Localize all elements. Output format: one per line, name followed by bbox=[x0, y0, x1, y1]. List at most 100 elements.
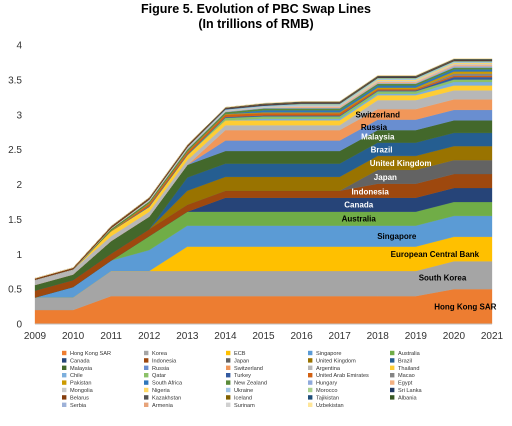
area-label-canada: Canada bbox=[344, 201, 373, 210]
area-labels-layer: Hong Kong SAR South Korea European Central… bbox=[342, 110, 497, 311]
legend-label-thailand: Thailand bbox=[398, 366, 419, 372]
x-tick-label: 2012 bbox=[138, 331, 161, 342]
legend-label-korea: Korea bbox=[152, 351, 168, 357]
legend-swatch-nigeria bbox=[144, 387, 149, 393]
legend-label-switzerland: Switzerland bbox=[234, 366, 263, 372]
legend-swatch-russia bbox=[144, 365, 149, 370]
y-tick-label: 3 bbox=[16, 110, 22, 121]
legend-label-indonesia: Indonesia bbox=[152, 358, 177, 364]
legend-swatch-ecb bbox=[226, 350, 231, 356]
legend: Hong Kong SAR Korea ECB Singapore Australia C… bbox=[62, 350, 423, 409]
legend-label-singapore: Singapore bbox=[316, 351, 342, 357]
legend-swatch-hungary bbox=[308, 380, 313, 385]
legend-label-russia: Russia bbox=[152, 366, 170, 372]
legend-label-sri-lanka: Sri Lanka bbox=[398, 388, 423, 394]
legend-label-ecb: ECB bbox=[234, 351, 246, 357]
legend-swatch-armenia bbox=[144, 402, 149, 407]
area-label-japan: Japan bbox=[374, 173, 397, 182]
legend-label-morocco: Morocco bbox=[316, 388, 337, 394]
legend-label-turkey: Turkey bbox=[234, 373, 251, 379]
area-label-malaysia: Malaysia bbox=[361, 132, 395, 141]
area-label-united-kingdom: United Kingdom bbox=[370, 159, 432, 168]
legend-label-macao: Macao bbox=[398, 373, 415, 379]
legend-label-belarus: Belarus bbox=[70, 395, 89, 401]
legend-label-pakistan: Pakistan bbox=[70, 381, 91, 387]
legend-label-brazil: Brazil bbox=[398, 358, 412, 364]
legend-swatch-morocco bbox=[308, 387, 313, 393]
legend-label-nigeria: Nigeria bbox=[152, 388, 171, 394]
legend-label-united-arab-emirates: United Arab Emirates bbox=[316, 373, 369, 379]
legend-swatch-south-africa bbox=[144, 380, 149, 385]
area-uzbekistan bbox=[34, 58, 493, 279]
legend-swatch-belarus bbox=[62, 395, 67, 400]
x-tick-label: 2017 bbox=[329, 331, 352, 342]
area-label-russia: Russia bbox=[361, 123, 388, 132]
x-tick-label: 2020 bbox=[443, 331, 466, 342]
legend-label-united-kingdom: United Kingdom bbox=[316, 358, 356, 364]
legend-swatch-hong-kong-sar bbox=[62, 350, 67, 356]
chart-subtitle: (In trillions of RMB) bbox=[198, 17, 314, 31]
y-tick-label: 1.5 bbox=[8, 215, 22, 226]
legend-label-hungary: Hungary bbox=[316, 381, 337, 387]
legend-label-qatar: Qatar bbox=[152, 373, 166, 379]
legend-swatch-sri-lanka bbox=[390, 387, 395, 393]
legend-label-hong-kong-sar: Hong Kong SAR bbox=[70, 351, 111, 357]
legend-swatch-switzerland bbox=[226, 365, 231, 370]
legend-label-australia: Australia bbox=[398, 351, 421, 357]
chart-title-block: Figure 5. Evolution of PBC Swap Lines (I… bbox=[0, 2, 512, 32]
legend-swatch-united-kingdom bbox=[308, 358, 313, 363]
legend-label-uzbekistan: Uzbekistan bbox=[316, 403, 344, 409]
area-label-indonesia: Indonesia bbox=[351, 187, 389, 196]
legend-swatch-qatar bbox=[144, 373, 149, 378]
legend-swatch-uzbekistan bbox=[308, 402, 313, 407]
legend-swatch-macao bbox=[390, 373, 395, 378]
legend-swatch-brazil bbox=[390, 358, 395, 363]
legend-swatch-japan bbox=[226, 358, 231, 363]
x-tick-label: 2016 bbox=[290, 331, 313, 342]
area-label-european-central-bank: European Central Bank bbox=[391, 250, 480, 259]
x-tick-label: 2021 bbox=[481, 331, 504, 342]
legend-swatch-new-zealand bbox=[226, 380, 231, 385]
y-tick-label: 0 bbox=[16, 320, 22, 331]
area-label-brazil: Brazil bbox=[371, 145, 393, 154]
area-label-singapore: Singapore bbox=[377, 232, 417, 241]
legend-label-japan: Japan bbox=[234, 358, 249, 364]
y-tick-label: 0.5 bbox=[8, 285, 22, 296]
legend-swatch-singapore bbox=[308, 350, 313, 356]
legend-label-argentina: Argentina bbox=[316, 366, 341, 372]
legend-swatch-united-arab-emirates bbox=[308, 373, 313, 378]
legend-label-iceland: Iceland bbox=[234, 395, 252, 401]
legend-label-egypt: Egypt bbox=[398, 381, 413, 387]
legend-label-mongolia: Mongolia bbox=[70, 388, 94, 394]
legend-swatch-chile bbox=[62, 373, 67, 378]
y-tick-label: 2 bbox=[16, 180, 22, 191]
area-label-switzerland: Switzerland bbox=[356, 110, 401, 119]
legend-swatch-serbia bbox=[62, 402, 67, 407]
area-label-australia: Australia bbox=[342, 215, 377, 224]
legend-label-serbia: Serbia bbox=[70, 403, 87, 409]
x-tick-label: 2009 bbox=[24, 331, 47, 342]
legend-label-new-zealand: New Zealand bbox=[234, 381, 267, 387]
legend-label-canada: Canada bbox=[70, 358, 90, 364]
legend-label-malaysia: Malaysia bbox=[70, 366, 93, 372]
legend-swatch-thailand bbox=[390, 365, 395, 370]
x-tick-label: 2018 bbox=[367, 331, 390, 342]
y-tick-label: 3.5 bbox=[8, 75, 22, 86]
legend-swatch-ukraine bbox=[226, 387, 231, 393]
y-tick-label: 4 bbox=[16, 41, 22, 52]
chart-title: Figure 5. Evolution of PBC Swap Lines bbox=[141, 2, 371, 16]
legend-swatch-surinam bbox=[226, 402, 231, 407]
legend-swatch-egypt bbox=[390, 380, 395, 385]
legend-swatch-canada bbox=[62, 358, 67, 363]
legend-label-south-africa: South Africa bbox=[152, 381, 183, 387]
x-tick-label: 2010 bbox=[62, 331, 85, 342]
legend-label-armenia: Armenia bbox=[152, 403, 174, 409]
x-tick-label: 2011 bbox=[100, 331, 122, 342]
axes-layer: 0 0.5 1 1.5 2 2.5 3 3.5 4 2009 2010 2011 2012 2013 201… bbox=[8, 41, 503, 343]
legend-swatch-tajikistan bbox=[308, 395, 313, 400]
legend-label-ukraine: Ukraine bbox=[234, 388, 253, 394]
legend-label-chile: Chile bbox=[70, 373, 83, 379]
legend-label-tajikistan: Tajikistan bbox=[316, 395, 339, 401]
x-tick-label: 2013 bbox=[176, 331, 199, 342]
legend-swatch-albania bbox=[390, 395, 395, 400]
